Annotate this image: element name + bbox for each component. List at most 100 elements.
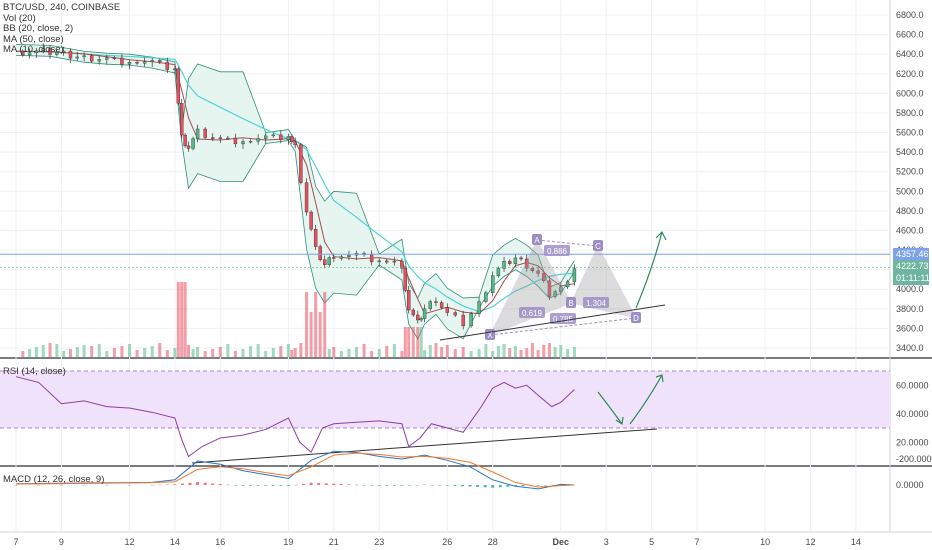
macd-histogram-bar: [536, 485, 540, 486]
time-tick-label: 7: [694, 537, 699, 547]
candle-body: [248, 141, 253, 143]
volume-bar: [271, 348, 275, 357]
pattern-point-label: D: [633, 314, 639, 323]
indicator-bollinger[interactable]: BB (20, close, 2): [3, 23, 74, 34]
candle-body: [233, 137, 238, 145]
volume-bar: [423, 350, 427, 357]
macd-histogram-bar: [438, 485, 442, 486]
volume-bar: [419, 327, 423, 357]
volume-bar: [318, 312, 322, 357]
candle-body: [165, 61, 170, 70]
candle-body: [513, 257, 518, 264]
candle-body: [484, 292, 488, 302]
candle-body: [112, 57, 117, 59]
volume-bar: [553, 347, 557, 357]
macd-histogram-bar: [513, 485, 517, 487]
pattern-point-label: A: [534, 236, 540, 245]
candle-body: [68, 50, 73, 59]
macd-histogram-bar: [241, 485, 245, 486]
volume-bar: [62, 351, 66, 357]
candle-body: [461, 314, 465, 327]
rsi-arrow-up: [629, 374, 663, 425]
macd-legend[interactable]: MACD (12, 26, close, 9): [3, 474, 105, 485]
price-tick-label: 5600.0: [896, 128, 924, 138]
volume-bar: [370, 351, 374, 357]
candle-body: [434, 301, 438, 303]
macd-histogram-bar: [128, 484, 131, 486]
indicator-ma50[interactable]: MA (50, close): [3, 33, 64, 45]
indicator-ma10[interactable]: MA (10, close): [3, 44, 64, 55]
candle-body: [226, 137, 230, 140]
macd-histogram-bar: [218, 484, 222, 485]
candle-body: [477, 301, 481, 314]
macd-histogram-bar: [256, 485, 260, 486]
candle-body: [323, 259, 327, 265]
volume-bar: [525, 348, 529, 357]
macd-histogram-bar: [498, 485, 502, 488]
candle-body: [211, 137, 215, 139]
rsi-arrow-down: [597, 391, 623, 425]
candle-body: [75, 56, 79, 59]
macd-histogram-bar: [211, 483, 215, 485]
candle-body: [293, 141, 297, 146]
candle-body: [241, 141, 245, 145]
volume-bar: [191, 349, 195, 357]
candle-body: [286, 136, 291, 140]
rsi-legend[interactable]: RSI (14, close): [3, 366, 66, 377]
volume-bar: [290, 350, 294, 357]
time-tick-label: 3: [604, 537, 609, 547]
candle-body: [327, 257, 331, 265]
macd-histogram-bar: [423, 484, 427, 486]
candle-body: [439, 302, 444, 308]
volume-bar: [180, 282, 184, 357]
candle-body: [21, 51, 25, 56]
indicator-volume[interactable]: Vol (20): [3, 12, 36, 24]
volume-bar: [135, 350, 139, 357]
volume-bar: [264, 351, 268, 357]
time-tick-label: 12: [124, 537, 134, 547]
macd-histogram-bar: [407, 485, 411, 486]
price-tick-label: 6800.0: [896, 10, 924, 20]
projection-arrowhead: [655, 230, 667, 241]
volume-bar: [299, 343, 303, 357]
macd-histogram-bar: [59, 484, 63, 486]
candle-body: [565, 281, 570, 288]
candle-body: [559, 286, 563, 292]
price-tick-label: 4800.0: [896, 206, 924, 216]
ma-50-line: [15, 50, 575, 313]
candle-body: [55, 52, 59, 55]
candle-body: [419, 318, 423, 321]
macd-histogram-bar: [105, 484, 109, 486]
volume-bar: [249, 346, 253, 357]
volume-bar: [385, 346, 389, 357]
volume-bar: [21, 351, 25, 357]
volume-bar: [347, 349, 351, 357]
rsi-arrowhead-up: [655, 374, 664, 383]
volume-bar: [143, 348, 147, 357]
harmonic-ac: [536, 239, 599, 247]
volume-bar: [566, 349, 570, 357]
price-tick-label: 3400.0: [896, 343, 924, 353]
price-tick-label: 6000.0: [896, 88, 924, 98]
time-tick-label: 21: [329, 537, 339, 547]
macd-histogram-bar: [82, 484, 86, 486]
volume-bar: [314, 292, 318, 357]
volume-bar: [572, 347, 576, 357]
volume-bar: [362, 344, 366, 357]
candle-body: [400, 260, 404, 269]
candle-body: [180, 102, 184, 136]
candle-body: [271, 134, 275, 137]
candle-body: [89, 55, 94, 62]
macd-histogram-bar: [347, 484, 351, 485]
macd-histogram-bar: [158, 484, 162, 486]
candle-body: [256, 138, 260, 142]
candle-body: [519, 257, 523, 260]
macd-histogram-bar: [233, 485, 237, 486]
macd-histogram-bar: [271, 485, 275, 486]
volume-bar: [536, 350, 540, 357]
volume-bar: [355, 347, 358, 357]
volume-bar: [218, 347, 222, 357]
macd-histogram-bar: [150, 484, 154, 486]
volume-bar: [513, 346, 517, 357]
